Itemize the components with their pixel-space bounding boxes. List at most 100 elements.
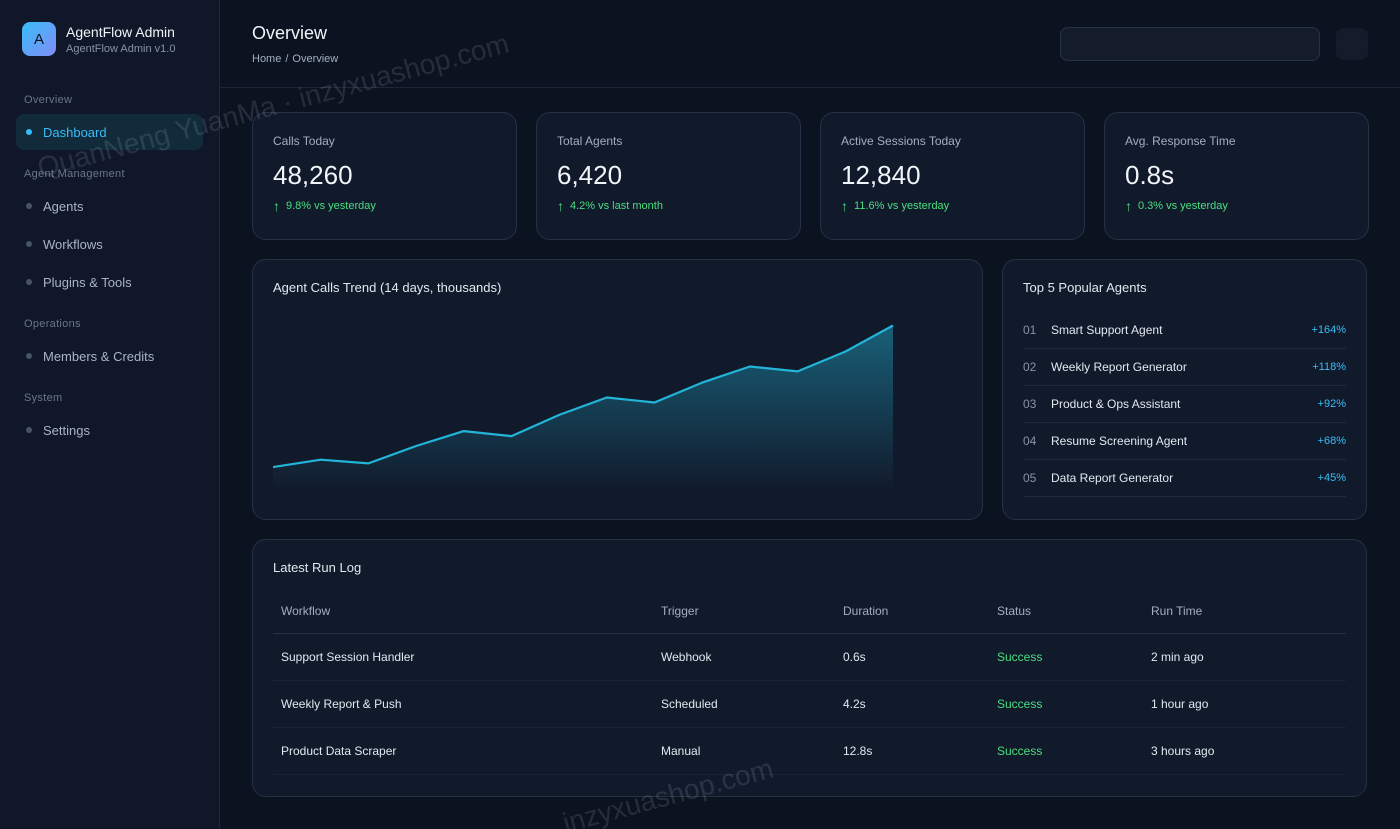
- stat-delta: ↑ 9.8% vs yesterday: [273, 198, 496, 214]
- sidebar-item-members-credits[interactable]: Members & Credits: [16, 338, 203, 374]
- status-badge: Success: [989, 727, 1143, 775]
- cell-trigger: Webhook: [653, 633, 835, 681]
- brand-logo: A: [22, 22, 56, 56]
- cell-workflow: Product Data Scraper: [273, 727, 653, 775]
- stat-value: 6,420: [557, 160, 623, 190]
- sidebar-item-label: Plugins & Tools: [43, 274, 132, 290]
- cell-trigger: Scheduled: [653, 680, 835, 728]
- sidebar-item-label: Agents: [43, 198, 84, 214]
- header-action-button[interactable]: [1336, 28, 1368, 60]
- dot-icon: [26, 279, 32, 285]
- rank-item[interactable]: 01 Smart Support Agent +164%: [1023, 312, 1346, 349]
- cell-duration: 4.2s: [835, 680, 989, 728]
- sidebar-item-agents[interactable]: Agents: [16, 188, 203, 224]
- rank-list: 01 Smart Support Agent +164% 02 Weekly R…: [1023, 312, 1346, 497]
- rank-number: 02: [1023, 360, 1037, 374]
- table-row[interactable]: Weekly Report & Push Scheduled 4.2s Succ…: [273, 680, 1346, 728]
- sidebar-item-settings[interactable]: Settings: [16, 412, 203, 448]
- arrow-up-icon: ↑: [557, 198, 564, 214]
- rank-delta: +118%: [1312, 361, 1346, 373]
- nav-group-system: System Settings: [16, 392, 203, 448]
- stat-delta: ↑ 11.6% vs yesterday: [841, 198, 1064, 214]
- arrow-up-icon: ↑: [841, 198, 848, 214]
- stat-delta-text: 0.3% vs yesterday: [1138, 200, 1228, 212]
- stat-value: 0.8s: [1125, 160, 1175, 190]
- stat-value: 48,260: [273, 160, 353, 190]
- nav-group-operations: Operations Members & Credits: [16, 318, 203, 374]
- breadcrumb-current: Overview: [292, 53, 339, 65]
- sidebar-item-workflows[interactable]: Workflows: [16, 226, 203, 262]
- sidebar-item-dashboard[interactable]: Dashboard: [16, 114, 203, 150]
- rank-number: 01: [1023, 323, 1037, 337]
- dot-icon: [26, 241, 32, 247]
- rank-name: Data Report Generator: [1051, 471, 1174, 485]
- stat-value: 12,840: [841, 160, 921, 190]
- rank-item[interactable]: 03 Product & Ops Assistant +92%: [1023, 386, 1346, 423]
- cell-duration: 12.8s: [835, 727, 989, 775]
- status-badge: Success: [989, 680, 1143, 728]
- column-header-workflow[interactable]: Workflow: [273, 589, 653, 634]
- run-log-table: Workflow Trigger Duration Status Run Tim…: [273, 589, 1346, 775]
- dot-icon: [26, 129, 32, 135]
- breadcrumb: Home / Overview: [252, 53, 1369, 65]
- run-log-title: Latest Run Log: [273, 560, 362, 575]
- stat-card-active-sessions: Active Sessions Today 12,840 ↑ 11.6% vs …: [820, 112, 1085, 240]
- nav-section-label: Overview: [24, 94, 73, 106]
- trend-line: [273, 324, 894, 469]
- brand-subtitle: AgentFlow Admin v1.0: [66, 42, 176, 55]
- rank-item[interactable]: 02 Weekly Report Generator +118%: [1023, 349, 1346, 386]
- topbar: Overview Home / Overview: [220, 0, 1400, 88]
- nav-section-label: Operations: [24, 318, 81, 330]
- page-title: Overview: [252, 23, 328, 43]
- stat-label: Calls Today: [273, 134, 335, 148]
- status-badge: Success: [989, 633, 1143, 681]
- sidebar-item-label: Dashboard: [43, 124, 107, 140]
- run-log-card: Latest Run Log Workflow Trigger Duration…: [252, 539, 1367, 797]
- column-header-trigger[interactable]: Trigger: [653, 589, 835, 634]
- rank-name: Smart Support Agent: [1051, 323, 1163, 337]
- stat-delta-text: 9.8% vs yesterday: [286, 200, 376, 212]
- rank-delta: +164%: [1311, 324, 1346, 336]
- breadcrumb-home[interactable]: Home: [252, 53, 282, 65]
- brand[interactable]: A AgentFlow Admin AgentFlow Admin v1.0: [22, 22, 203, 56]
- rank-name: Resume Screening Agent: [1051, 434, 1188, 448]
- cell-workflow: Support Session Handler: [273, 633, 653, 681]
- rank-name: Product & Ops Assistant: [1051, 397, 1181, 411]
- top5-title: Top 5 Popular Agents: [1023, 280, 1147, 295]
- column-header-run-time[interactable]: Run Time: [1143, 589, 1346, 634]
- table-row[interactable]: Support Session Handler Webhook 0.6s Suc…: [273, 633, 1346, 681]
- search-input[interactable]: [1060, 27, 1320, 61]
- column-header-duration[interactable]: Duration: [835, 589, 989, 634]
- rank-number: 03: [1023, 397, 1037, 411]
- rank-number: 04: [1023, 434, 1037, 448]
- stat-card-total-agents: Total Agents 6,420 ↑ 4.2% vs last month: [536, 112, 801, 240]
- column-header-status[interactable]: Status: [989, 589, 1143, 634]
- cell-run-time: 3 hours ago: [1143, 727, 1346, 775]
- dot-icon: [26, 203, 32, 209]
- stat-card-calls-today: Calls Today 48,260 ↑ 9.8% vs yesterday: [252, 112, 517, 240]
- trend-chart-card: Agent Calls Trend (14 days, thousands): [252, 259, 983, 520]
- main: Overview Home / Overview Calls Today 48,26…: [220, 0, 1400, 829]
- rank-item[interactable]: 04 Resume Screening Agent +68%: [1023, 423, 1346, 460]
- trend-chart: [273, 324, 894, 492]
- table-header-row: Workflow Trigger Duration Status Run Tim…: [273, 589, 1346, 634]
- table-row[interactable]: Product Data Scraper Manual 12.8s Succes…: [273, 727, 1346, 775]
- cell-trigger: Manual: [653, 727, 835, 775]
- sidebar-item-label: Settings: [43, 422, 90, 438]
- top5-card: Top 5 Popular Agents 01 Smart Support Ag…: [1002, 259, 1367, 520]
- sidebar: A AgentFlow Admin AgentFlow Admin v1.0 O…: [0, 0, 220, 829]
- nav-section-label: Agent Management: [24, 168, 125, 180]
- dot-icon: [26, 427, 32, 433]
- cell-duration: 0.6s: [835, 633, 989, 681]
- rank-delta: +45%: [1317, 472, 1346, 484]
- rank-delta: +92%: [1317, 398, 1346, 410]
- sidebar-item-label: Workflows: [43, 236, 103, 252]
- stat-delta-text: 4.2% vs last month: [570, 200, 663, 212]
- rank-item[interactable]: 05 Data Report Generator +45%: [1023, 460, 1346, 497]
- sidebar-item-plugins-tools[interactable]: Plugins & Tools: [16, 264, 203, 300]
- arrow-up-icon: ↑: [273, 198, 280, 214]
- stat-delta: ↑ 0.3% vs yesterday: [1125, 199, 1348, 213]
- rank-delta: +68%: [1317, 435, 1346, 447]
- content: Calls Today 48,260 ↑ 9.8% vs yesterday T…: [220, 88, 1400, 797]
